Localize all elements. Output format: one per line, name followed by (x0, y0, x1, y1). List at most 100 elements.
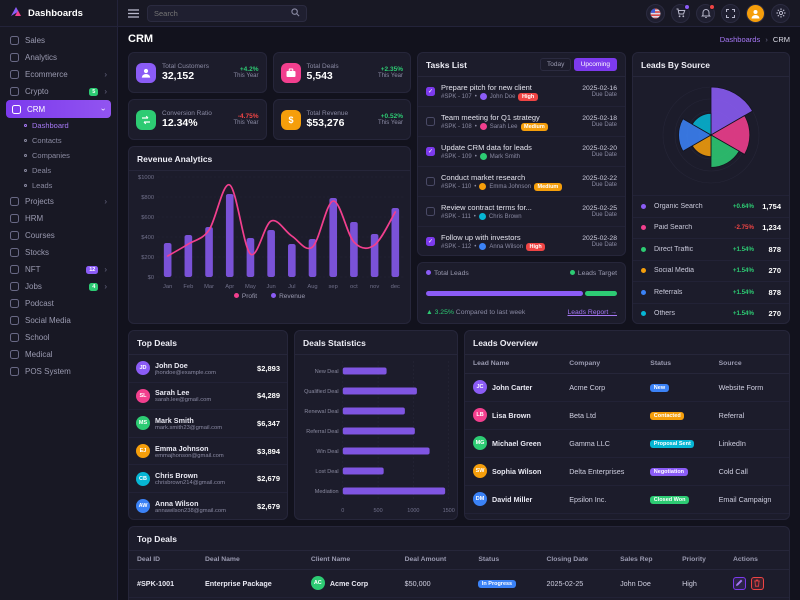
edit-button[interactable] (732, 576, 746, 590)
source-dot (641, 289, 646, 295)
task-checkbox[interactable] (426, 177, 435, 186)
col-sales-rep: Sales Rep (612, 551, 675, 570)
source-value: 878 (768, 287, 781, 297)
sidebar-item[interactable]: Podcast (0, 295, 117, 312)
sidebar-item[interactable]: HRM (0, 210, 117, 227)
task-title: Team meeting for Q1 strategy (441, 112, 540, 122)
search-input[interactable] (154, 8, 291, 18)
sidebar-item[interactable]: School (0, 329, 117, 346)
lead-source: Email Campaign (710, 485, 789, 514)
notifications-badge (709, 3, 715, 10)
card-title: Tasks List (426, 59, 467, 70)
task-checkbox[interactable] (426, 87, 435, 96)
conversion-icon (136, 109, 156, 130)
task-list: Prepare pitch for new client #SPK - 107•… (418, 77, 625, 255)
leads-target-legend: Leads Target (569, 270, 617, 277)
task-checkbox[interactable] (426, 207, 435, 216)
source-label: Organic Search (654, 202, 703, 210)
stat-delta: -4.75% (237, 113, 259, 120)
stat-label: Total Revenue (306, 110, 349, 117)
tab-upcoming[interactable]: Upcoming (573, 58, 617, 71)
task-meta: #SPK - 108 • Sarah Lee Medium (441, 122, 576, 131)
deal-row: JD John Doe jhondoe@example.com $2,893 (129, 355, 287, 383)
notifications-bell-icon[interactable] (696, 3, 715, 23)
deals-statistics-chart: 0 500 1000 1500 New Deal Qualified Deal Renewa… (304, 361, 455, 514)
svg-text:May: May (245, 284, 256, 290)
source-value: 270 (768, 266, 781, 276)
legend-profit[interactable]: Profit (233, 293, 257, 300)
task-due-label: Due Date (591, 92, 617, 98)
source-row: Referrals +1.54% 878 (633, 281, 789, 303)
status-badge: Contacted (650, 412, 685, 420)
svg-text:Jul: Jul (288, 284, 295, 290)
deal-person-email: mark.smith23@gmail.com (155, 424, 223, 431)
task-due-label: Due Date (591, 242, 617, 248)
sidebar-item[interactable]: Ecommerce › (0, 66, 117, 83)
assignee-name: Chris Brown (488, 213, 522, 220)
cart-badge (684, 3, 690, 10)
sidebar-item[interactable]: Crypto 5 › (0, 83, 117, 100)
sidebar-subitem[interactable]: Deals (0, 163, 117, 178)
sidebar-item[interactable]: Sales (0, 32, 117, 49)
tab-today[interactable]: Today (540, 58, 572, 71)
progress-left-segment (426, 290, 583, 296)
legend-revenue[interactable]: Revenue (271, 293, 305, 300)
task-row: Update CRM data for leads #SPK - 109• Ma… (418, 137, 625, 167)
submenu-item-label: Contacts (32, 136, 62, 145)
sidebar-subitem[interactable]: Contacts (0, 133, 117, 148)
source-value: 1,234 (762, 223, 781, 233)
menu-item-icon (10, 87, 19, 96)
stat-value: $53,276 (306, 117, 345, 129)
hamburger-menu-icon[interactable] (128, 8, 139, 18)
fullscreen-icon[interactable] (721, 3, 740, 23)
chevron-right-icon: › (104, 282, 107, 291)
user-avatar[interactable] (746, 3, 765, 23)
source-dot (641, 225, 646, 231)
sidebar-subitem[interactable]: Dashboard (0, 118, 117, 133)
task-checkbox[interactable] (426, 147, 435, 156)
sidebar-item-crm[interactable]: CRM › (6, 100, 111, 118)
svg-text:Win Deal: Win Deal (316, 449, 338, 455)
crm-icon (12, 104, 21, 114)
sidebar-subitem[interactable]: Companies (0, 148, 117, 163)
search-icon[interactable] (291, 7, 300, 19)
status-badge: Proposal Sent (650, 440, 695, 448)
task-row: Follow up with investors #SPK - 112• Ann… (418, 227, 625, 255)
source-delta: +0.64% (732, 202, 754, 210)
brand[interactable]: Dashboards (0, 0, 117, 27)
sidebar-item[interactable]: Analytics (0, 49, 117, 66)
sidebar-item[interactable]: Jobs 4 › (0, 278, 117, 295)
breadcrumb-dashboards-link[interactable]: Dashboards (719, 34, 761, 44)
progress-note: Compared to last week (455, 309, 526, 316)
sidebar-item[interactable]: NFT 12 › (0, 261, 117, 278)
svg-text:Referral Deal: Referral Deal (306, 429, 338, 435)
settings-gear-icon[interactable] (771, 3, 790, 23)
svg-text:Mar: Mar (204, 284, 214, 290)
sidebar-item[interactable]: Medical (0, 346, 117, 363)
svg-text:$: $ (288, 115, 293, 125)
table-row: JC John Carter Acme Corp New Website Form (465, 373, 789, 402)
top-deals-list: JD John Doe jhondoe@example.com $2,893 S… (129, 355, 287, 519)
sidebar-item[interactable]: Courses (0, 227, 117, 244)
sidebar-item[interactable]: Stocks (0, 244, 117, 261)
delete-button[interactable] (750, 576, 764, 590)
leads-overview-table: Lead Name Company Status Source JC John C… (465, 355, 789, 514)
sidebar-item[interactable]: Projects › (0, 193, 117, 210)
client-logo: AC (310, 576, 325, 590)
cart-icon[interactable] (671, 3, 690, 23)
language-flag-icon[interactable] (646, 3, 665, 23)
svg-text:$200: $200 (141, 255, 154, 261)
leads-report-link[interactable]: Leads Report → (567, 309, 618, 316)
status-badge: New (650, 384, 669, 392)
sidebar-item[interactable]: POS System (0, 363, 117, 380)
leads-source-chart (633, 77, 789, 195)
task-due-label: Due Date (591, 212, 617, 218)
sidebar-subitem[interactable]: Leads (0, 178, 117, 193)
trend-up-icon: ▲ (426, 309, 435, 316)
sidebar-item[interactable]: Social Media (0, 312, 117, 329)
task-checkbox[interactable] (426, 117, 435, 126)
app-logo-icon (10, 6, 22, 20)
deal-id: #SPK-1001 (129, 569, 197, 598)
stat-delta: +0.52% (380, 113, 403, 120)
task-checkbox[interactable] (426, 237, 435, 246)
